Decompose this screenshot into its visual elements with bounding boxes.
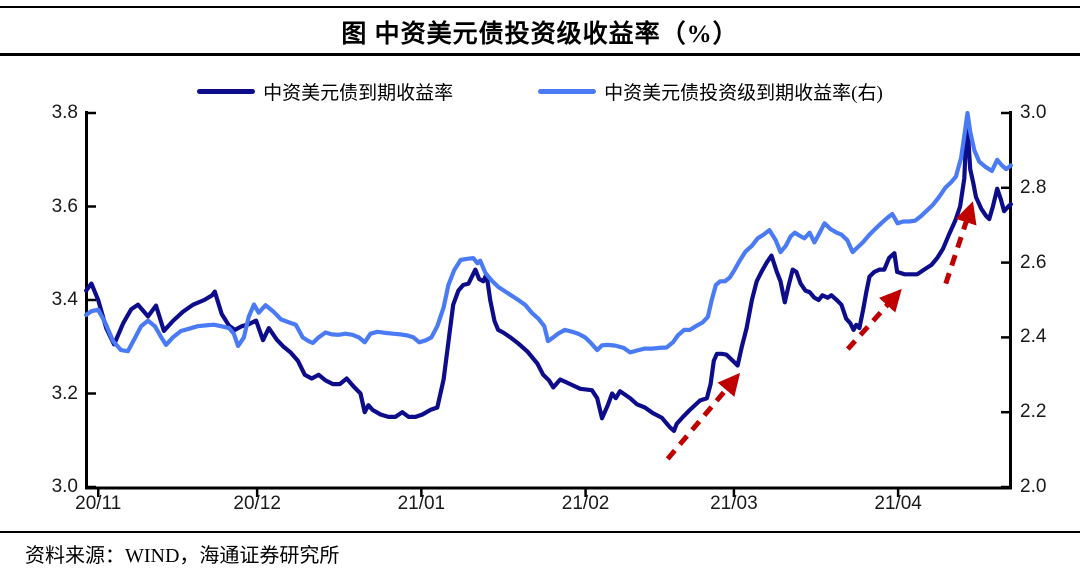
left-axis-label-3.2: 3.2 bbox=[51, 382, 78, 404]
series-line-0 bbox=[84, 115, 1013, 433]
trend-arrow-1 bbox=[845, 288, 902, 351]
x-axis-label-20/11: 20/11 bbox=[75, 493, 122, 514]
tick-marks bbox=[85, 111, 1012, 497]
right-axis-label-2.6: 2.6 bbox=[1020, 251, 1047, 273]
legend-line-swatch-light bbox=[538, 89, 597, 94]
legend-line-swatch-dark bbox=[197, 89, 256, 94]
right-axis-label-2.2: 2.2 bbox=[1020, 401, 1047, 423]
legend-item-dark-series: 中资美元债到期收益率 bbox=[197, 78, 453, 105]
chart-title: 图 中资美元债投资级收益率（%） bbox=[341, 21, 739, 48]
legend-label-light-series: 中资美元债投资级到期收益率(右) bbox=[604, 83, 883, 104]
right-axis-label-2.8: 2.8 bbox=[1020, 176, 1047, 198]
right-axis-label-2.4: 2.4 bbox=[1020, 326, 1047, 348]
source-note: 资料来源：WIND，海通证券研究所 bbox=[25, 545, 340, 567]
right-axis-label-2.0: 2.0 bbox=[1020, 476, 1047, 497]
series-line-1 bbox=[84, 111, 1013, 355]
right-axis-label-3.0: 3.0 bbox=[1020, 102, 1047, 123]
left-axis-label-3.4: 3.4 bbox=[51, 289, 78, 310]
x-axis-label-21/01: 21/01 bbox=[397, 493, 446, 514]
x-axis-label-21/04: 21/04 bbox=[874, 493, 922, 514]
left-axis-label-3.6: 3.6 bbox=[51, 195, 78, 217]
trend-arrow-2 bbox=[943, 201, 977, 285]
trend-arrow-0 bbox=[665, 372, 741, 461]
source-divider-line bbox=[0, 531, 1080, 533]
left-axis-label-3.0: 3.0 bbox=[51, 476, 78, 497]
title-underline bbox=[0, 53, 1080, 56]
x-axis-label-20/12: 20/12 bbox=[233, 493, 281, 514]
axis-lines bbox=[85, 111, 1012, 490]
left-axis-label-3.8: 3.8 bbox=[51, 102, 78, 123]
legend-label-dark-series: 中资美元债到期收益率 bbox=[263, 83, 454, 104]
legend-item-light-series: 中资美元债投资级到期收益率(右) bbox=[538, 78, 883, 105]
x-axis-label-21/03: 21/03 bbox=[710, 493, 758, 514]
top-border-line bbox=[0, 6, 1080, 8]
x-axis-label-21/02: 21/02 bbox=[561, 493, 610, 514]
legend: 中资美元债到期收益率 中资美元债投资级到期收益率(右) bbox=[0, 78, 1080, 105]
